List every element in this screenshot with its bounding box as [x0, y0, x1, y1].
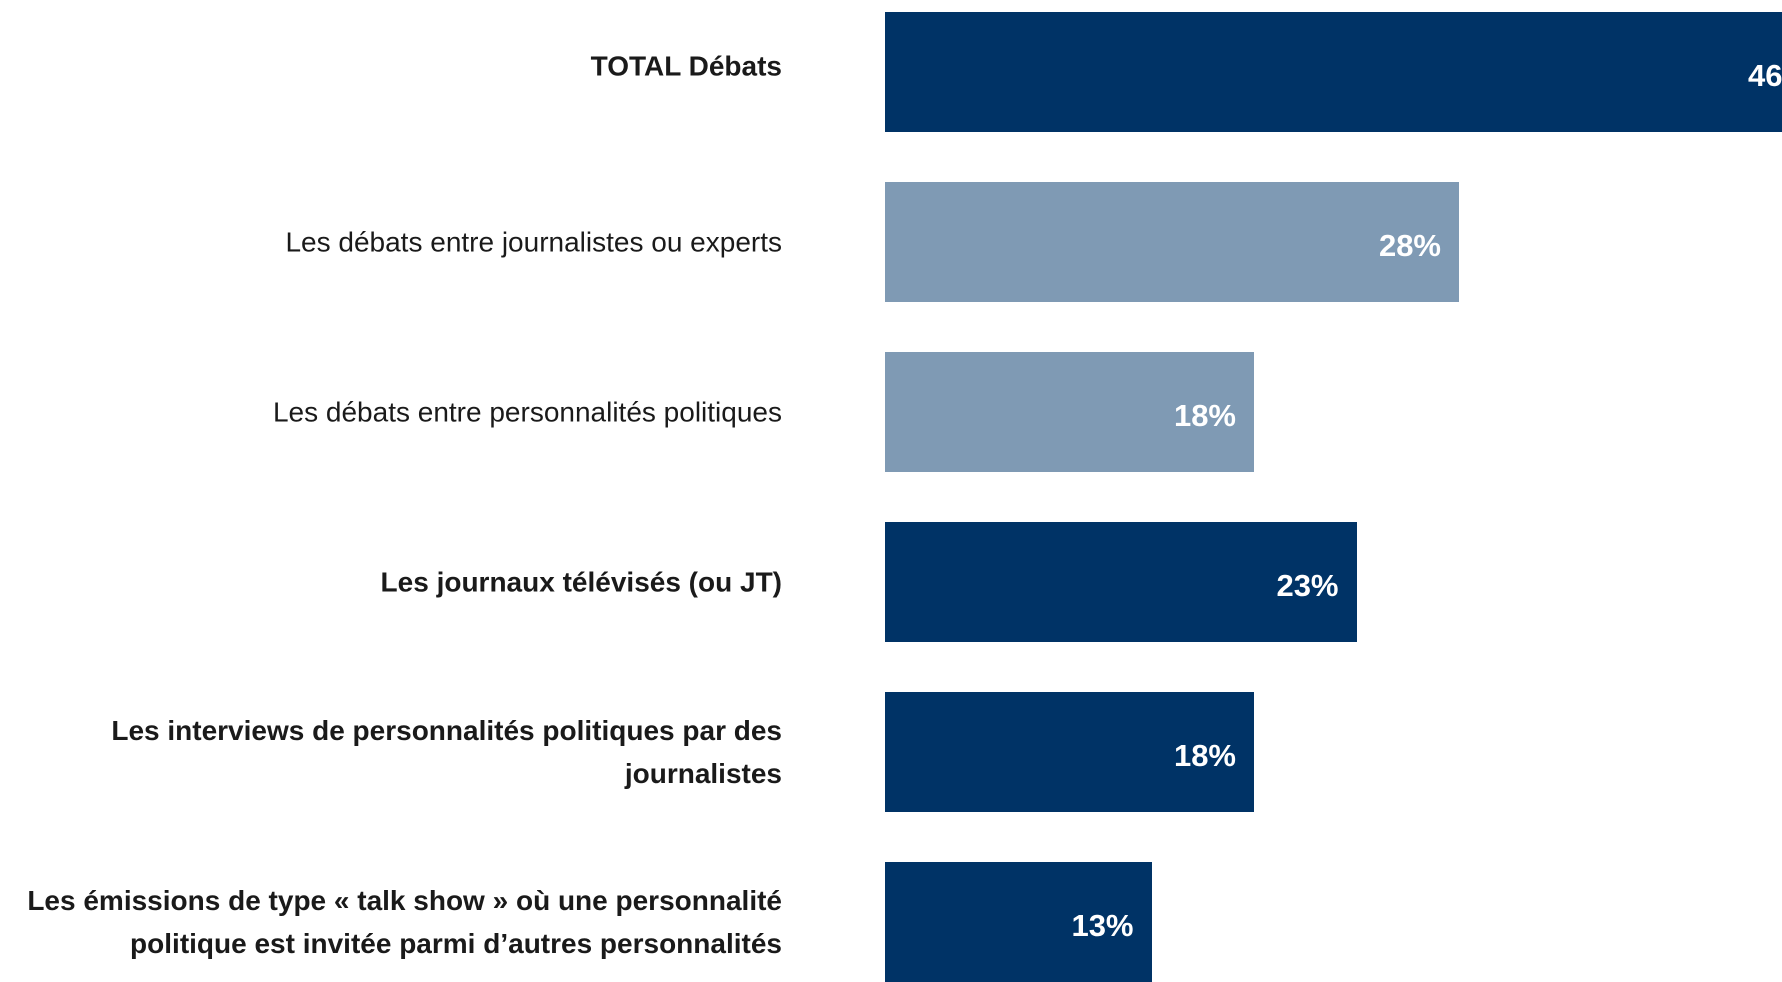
category-label: Les débats entre journalistes ou experts: [285, 226, 782, 258]
value-label: 46%: [1747, 58, 1782, 93]
bar: [885, 522, 1357, 642]
category-label: Les débats entre personnalités politique…: [272, 396, 782, 428]
value-label: 18%: [1173, 738, 1236, 773]
category-label: TOTAL Débats: [590, 50, 782, 82]
bar: [885, 352, 1254, 472]
bar: [885, 12, 1782, 132]
category-label: Les journaux télévisés (ou JT): [380, 566, 782, 598]
value-label: 18%: [1173, 398, 1236, 433]
bar: [885, 692, 1254, 812]
bar: [885, 182, 1459, 302]
value-label: 13%: [1071, 908, 1134, 943]
category-label: Les émissions de type « talk show » où u…: [27, 885, 782, 959]
category-label: Les interviews de personnalités politiqu…: [111, 715, 782, 789]
value-label: 23%: [1276, 568, 1339, 603]
value-label: 28%: [1378, 228, 1441, 263]
bar: [885, 862, 1152, 982]
